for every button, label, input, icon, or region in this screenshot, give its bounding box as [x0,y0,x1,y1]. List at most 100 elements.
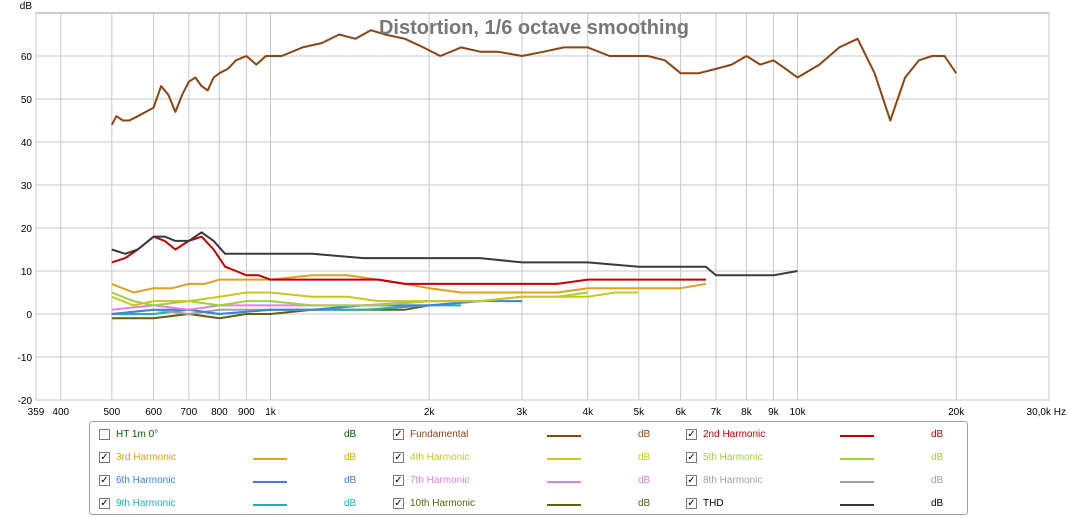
y-tick-label: 20 [21,224,33,235]
legend-label: 9th Harmonic [116,498,176,509]
legend-unit: dB [931,429,944,440]
x-axis-ticks: 359 400 500 600 700 800 900 1k 2k 3k 4k 5k 6k 7k 8k 9k 1… [28,407,1066,418]
legend-checkbox-3rd-harmonic[interactable]: ✓ [99,452,110,463]
legend-unit: dB [344,452,357,463]
y-tick-label: 50 [21,95,33,106]
legend-label: Fundamental [410,429,469,440]
legend-panel: HT 1m 0° dB ✓ Fundamental dB ✓ 2nd Harmonic dB ✓… [89,421,968,515]
legend-item-thd: ✓ THD dB [686,495,976,513]
legend-line-swatch [547,458,581,460]
data-series [110,29,958,320]
x-tick-label: 5k [634,407,646,418]
legend-line-swatch [547,435,581,437]
legend-item-4th-harmonic: ✓ 4th Harmonic dB [393,449,683,467]
legend-unit: dB [931,498,944,509]
legend-item-6th-harmonic: ✓ 6th Harmonic dB [99,472,389,490]
legend-line-swatch [253,458,287,460]
grid-lines [35,13,1050,401]
legend-item-3rd-harmonic: ✓ 3rd Harmonic dB [99,449,389,467]
chart-title: Distortion, 1/6 octave smoothing [379,17,689,39]
x-tick-label: 400 [52,407,69,418]
legend-checkbox-2nd-harmonic[interactable]: ✓ [686,429,697,440]
legend-checkbox-7th-harmonic[interactable]: ✓ [393,475,404,486]
x-tick-label: 500 [103,407,120,418]
x-tick-label: 900 [238,407,255,418]
legend-unit: dB [931,452,944,463]
legend-checkbox-ht-1m-0-[interactable] [99,429,110,440]
legend-unit: dB [931,475,944,486]
legend-item-ht-1m-0-: HT 1m 0° dB [99,426,389,444]
legend-unit: dB [638,452,651,463]
legend-label: HT 1m 0° [116,429,159,440]
legend-item-2nd-harmonic: ✓ 2nd Harmonic dB [686,426,976,444]
legend-label: 3rd Harmonic [116,452,177,463]
distortion-chart: -20 -10 0 10 20 30 40 50 60 359 400 500 600 700 800 90… [18,1,1066,418]
x-tick-label: 600 [145,407,162,418]
series-line-thd [111,231,798,277]
legend-label: 4th Harmonic [410,452,470,463]
y-tick-label: 40 [21,138,33,149]
y-tick-label: -10 [18,353,33,364]
legend-checkbox-5th-harmonic[interactable]: ✓ [686,452,697,463]
x-tick-label: 700 [181,407,198,418]
x-tick-label: 7k [711,407,723,418]
x-tick-label: 9k [768,407,780,418]
legend-label: 7th Harmonic [410,475,470,486]
x-tick-label: 20k [948,407,965,418]
legend-checkbox-8th-harmonic[interactable]: ✓ [686,475,697,486]
x-tick-label: 1k [265,407,277,418]
y-tick-label: -20 [18,396,33,407]
legend-checkbox-fundamental[interactable]: ✓ [393,429,404,440]
series-line-2nd-harmonic [111,235,706,285]
plot-area [35,12,1050,401]
legend-item-fundamental: ✓ Fundamental dB [393,426,683,444]
legend-label: 2nd Harmonic [703,429,766,440]
legend-checkbox-10th-harmonic[interactable]: ✓ [393,498,404,509]
y-tick-label: 0 [26,310,32,321]
legend-unit: dB [638,498,651,509]
legend-checkbox-6th-harmonic[interactable]: ✓ [99,475,110,486]
x-tick-label: 800 [211,407,228,418]
legend-line-swatch [840,458,874,460]
legend-line-swatch [547,504,581,506]
series-line-fundamental [110,29,958,126]
legend-item-10th-harmonic: ✓ 10th Harmonic dB [393,495,683,513]
legend-checkbox-thd[interactable]: ✓ [686,498,697,509]
x-tick-label: 2k [424,407,436,418]
legend-line-swatch [253,504,287,506]
x-tick-label: 3k [517,407,529,418]
legend-label: 8th Harmonic [703,475,763,486]
legend-item-9th-harmonic: ✓ 9th Harmonic dB [99,495,389,513]
series-line-6th-harmonic [111,300,522,315]
y-tick-label: 30 [21,181,33,192]
x-tick-label: 6k [675,407,687,418]
legend-checkbox-9th-harmonic[interactable]: ✓ [99,498,110,509]
legend-line-swatch [253,481,287,483]
legend-checkbox-4th-harmonic[interactable]: ✓ [393,452,404,463]
legend-item-7th-harmonic: ✓ 7th Harmonic dB [393,472,683,490]
series-line-3rd-harmonic [111,274,707,294]
legend-line-swatch [840,435,874,437]
x-tick-label: 359 [28,407,45,418]
y-axis-label: dB [20,1,33,12]
series-line-4th-harmonic [111,291,639,307]
series-line-10th-harmonic [111,304,430,320]
x-tick-label: 4k [583,407,595,418]
legend-label: 10th Harmonic [410,498,476,509]
legend-line-swatch [840,481,874,483]
legend-item-8th-harmonic: ✓ 8th Harmonic dB [686,472,976,490]
x-tick-label: 30,0k Hz [1027,407,1066,418]
legend-label: 5th Harmonic [703,452,763,463]
y-tick-label: 60 [21,52,33,63]
y-axis-ticks: -20 -10 0 10 20 30 40 50 60 [18,52,33,407]
x-tick-label: 8k [741,407,753,418]
legend-item-5th-harmonic: ✓ 5th Harmonic dB [686,449,976,467]
x-tick-label: 10k [789,407,806,418]
legend-line-swatch [547,481,581,483]
legend-label: THD [703,498,724,509]
legend-unit: dB [638,429,651,440]
legend-unit: dB [344,498,357,509]
legend-unit: dB [638,475,651,486]
legend-unit: dB [344,429,357,440]
legend-label: 6th Harmonic [116,475,176,486]
